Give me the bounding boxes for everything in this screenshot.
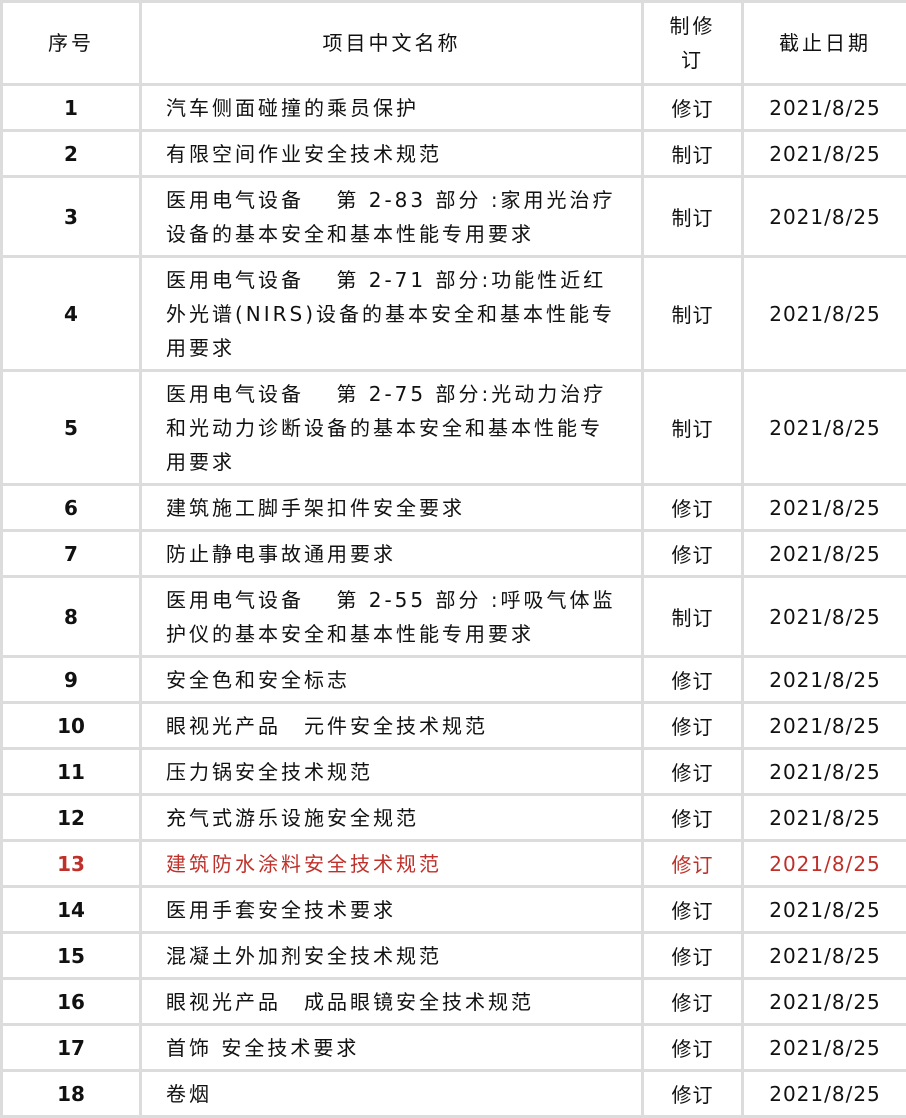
- row-deadline: 2021/8/25: [743, 979, 906, 1025]
- row-index: 6: [2, 485, 141, 531]
- row-type: 修订: [643, 485, 743, 531]
- row-type: 修订: [643, 979, 743, 1025]
- row-index: 16: [2, 979, 141, 1025]
- row-deadline: 2021/8/25: [743, 485, 906, 531]
- row-deadline: 2021/8/25: [743, 887, 906, 933]
- row-deadline: 2021/8/25: [743, 531, 906, 577]
- row-index: 13: [2, 841, 141, 887]
- row-index: 10: [2, 703, 141, 749]
- row-type: 制订: [643, 371, 743, 485]
- row-name: 混凝土外加剂安全技术规范: [141, 933, 643, 979]
- row-index: 18: [2, 1071, 141, 1117]
- row-name: 医用手套安全技术要求: [141, 887, 643, 933]
- row-name: 防止静电事故通用要求: [141, 531, 643, 577]
- row-name: 眼视光产品 元件安全技术规范: [141, 703, 643, 749]
- row-name: 充气式游乐设施安全规范: [141, 795, 643, 841]
- row-type: 制订: [643, 131, 743, 177]
- row-type: 修订: [643, 749, 743, 795]
- row-type: 修订: [643, 657, 743, 703]
- row-index: 12: [2, 795, 141, 841]
- row-deadline: 2021/8/25: [743, 131, 906, 177]
- row-type: 修订: [643, 1025, 743, 1071]
- row-name: 医用电气设备 第 2-75 部分:光动力治疗和光动力诊断设备的基本安全和基本性能…: [141, 371, 643, 485]
- row-index: 11: [2, 749, 141, 795]
- row-name: 有限空间作业安全技术规范: [141, 131, 643, 177]
- row-index: 3: [2, 177, 141, 257]
- row-type: 制订: [643, 257, 743, 371]
- row-deadline: 2021/8/25: [743, 841, 906, 887]
- row-name: 医用电气设备 第 2-83 部分 :家用光治疗设备的基本安全和基本性能专用要求: [141, 177, 643, 257]
- row-deadline: 2021/8/25: [743, 371, 906, 485]
- row-index: 7: [2, 531, 141, 577]
- row-name: 建筑施工脚手架扣件安全要求: [141, 485, 643, 531]
- row-name: 眼视光产品 成品眼镜安全技术规范: [141, 979, 643, 1025]
- row-deadline: 2021/8/25: [743, 577, 906, 657]
- row-name: 汽车侧面碰撞的乘员保护: [141, 85, 643, 131]
- row-type: 修订: [643, 703, 743, 749]
- row-type: 修订: [643, 795, 743, 841]
- row-index: 5: [2, 371, 141, 485]
- row-index: 15: [2, 933, 141, 979]
- row-deadline: 2021/8/25: [743, 1071, 906, 1117]
- row-deadline: 2021/8/25: [743, 749, 906, 795]
- row-type: 修订: [643, 85, 743, 131]
- row-type: 修订: [643, 933, 743, 979]
- row-deadline: 2021/8/25: [743, 177, 906, 257]
- header-deadline: 截止日期: [743, 2, 906, 85]
- row-deadline: 2021/8/25: [743, 1025, 906, 1071]
- row-deadline: 2021/8/25: [743, 257, 906, 371]
- row-type: 修订: [643, 1071, 743, 1117]
- row-name: 建筑防水涂料安全技术规范: [141, 841, 643, 887]
- row-type: 制订: [643, 577, 743, 657]
- row-type: 修订: [643, 887, 743, 933]
- row-deadline: 2021/8/25: [743, 703, 906, 749]
- row-name: 医用电气设备 第 2-71 部分:功能性近红外光谱(NIRS)设备的基本安全和基…: [141, 257, 643, 371]
- row-name: 压力锅安全技术规范: [141, 749, 643, 795]
- header-name: 项目中文名称: [141, 2, 643, 85]
- row-deadline: 2021/8/25: [743, 795, 906, 841]
- row-index: 4: [2, 257, 141, 371]
- header-index: 序号: [2, 2, 141, 85]
- row-type: 制订: [643, 177, 743, 257]
- row-deadline: 2021/8/25: [743, 85, 906, 131]
- header-type: 制修订: [643, 2, 743, 85]
- row-index: 2: [2, 131, 141, 177]
- row-index: 17: [2, 1025, 141, 1071]
- row-name: 卷烟: [141, 1071, 643, 1117]
- row-name: 首饰 安全技术要求: [141, 1025, 643, 1071]
- row-index: 9: [2, 657, 141, 703]
- row-name: 医用电气设备 第 2-55 部分 :呼吸气体监护仪的基本安全和基本性能专用要求: [141, 577, 643, 657]
- row-type: 修订: [643, 531, 743, 577]
- header-row: 序号 项目中文名称 制修订 截止日期: [2, 2, 906, 85]
- row-deadline: 2021/8/25: [743, 933, 906, 979]
- row-index: 14: [2, 887, 141, 933]
- row-index: 8: [2, 577, 141, 657]
- row-name: 安全色和安全标志: [141, 657, 643, 703]
- row-type: 修订: [643, 841, 743, 887]
- row-index: 1: [2, 85, 141, 131]
- row-deadline: 2021/8/25: [743, 657, 906, 703]
